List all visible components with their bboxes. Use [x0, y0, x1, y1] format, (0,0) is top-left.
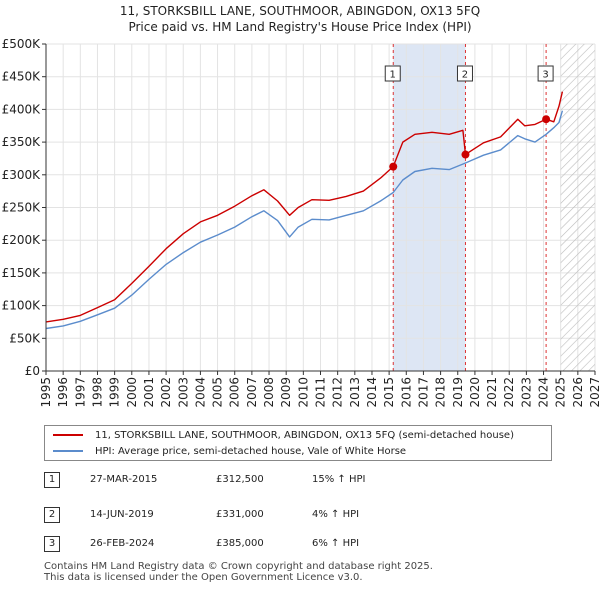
y-tick-label: £50K	[9, 331, 41, 345]
x-tick-label: 2009	[279, 377, 293, 408]
sale-price: £312,500	[216, 474, 264, 485]
footer-line-1: Contains HM Land Registry data © Crown c…	[44, 561, 433, 572]
forecast-hatch	[560, 44, 595, 371]
x-tick-label: 1997	[73, 377, 87, 408]
x-tick-label: 2026	[571, 377, 585, 408]
sale-price: £331,000	[216, 509, 264, 520]
sale-point	[542, 115, 551, 124]
x-tick-label: 2012	[331, 377, 345, 408]
sale-number-badge: 3	[44, 536, 60, 552]
sale-hpi-change: 4% ↑ HPI	[312, 509, 360, 520]
sale-marker-box	[384, 65, 401, 82]
y-tick-label: £250K	[2, 201, 42, 215]
property-price-line	[45, 91, 564, 323]
x-tick-label: 2018	[434, 377, 448, 408]
legend-swatch-hpi	[53, 450, 83, 452]
legend-item-property: 11, STORKSBILL LANE, SOUTHMOOR, ABINGDON…	[53, 428, 514, 444]
footer-attribution: Contains HM Land Registry data © Crown c…	[44, 561, 433, 583]
sale-price: £385,000	[216, 538, 264, 549]
y-tick-label: £150K	[2, 266, 42, 280]
x-tick-label: 2017	[416, 377, 430, 408]
sale-marker-box	[537, 65, 554, 82]
x-tick-label: 2027	[588, 377, 600, 408]
x-tick-label: 2024	[537, 377, 551, 408]
footer-line-2: This data is licensed under the Open Gov…	[44, 572, 363, 583]
y-tick-label: £200K	[2, 233, 42, 247]
x-tick-label: 1998	[90, 377, 104, 408]
chart-title-line-1: 11, STORKSBILL LANE, SOUTHMOOR, ABINGDON…	[119, 4, 481, 18]
sale-marker-box	[456, 65, 473, 82]
x-tick-label: 2010	[296, 377, 310, 408]
x-tick-label: 2000	[125, 377, 139, 408]
x-tick-label: 2006	[228, 377, 242, 408]
x-tick-label: 2008	[262, 377, 276, 408]
x-tick-label: 2025	[554, 377, 568, 408]
hpi-line	[45, 110, 564, 330]
y-tick-label: £500K	[2, 37, 42, 51]
sale-point	[461, 150, 470, 159]
x-tick-label: 2014	[365, 377, 379, 408]
x-tick-label: 2016	[399, 377, 413, 408]
sale-date: 14-JUN-2019	[90, 509, 154, 520]
sale-number-badge: 2	[44, 507, 60, 523]
x-tick-label: 2004	[193, 377, 207, 408]
sale-marker-label: 2	[462, 70, 468, 81]
chart-legend: 11, STORKSBILL LANE, SOUTHMOOR, ABINGDON…	[44, 425, 552, 461]
x-tick-label: 2023	[519, 377, 533, 408]
x-tick-label: 2007	[245, 377, 259, 408]
x-tick-label: 2021	[485, 377, 499, 408]
table-row: 2 14-JUN-2019 £331,000 4% ↑ HPI	[44, 507, 564, 529]
price-chart: 1 2 3 £0 £50K £100K £150K £200K £250K £300K £350K…	[2, 37, 600, 408]
y-tick-label: £400K	[2, 102, 42, 116]
sale-point	[389, 162, 398, 171]
sale-marker-label: 3	[542, 70, 548, 81]
chart-title-line-2: Price paid vs. HM Land Registry's House …	[128, 20, 472, 34]
y-tick-label: £0	[25, 364, 40, 378]
x-tick-label: 2002	[159, 377, 173, 408]
y-tick-label: £450K	[2, 70, 42, 84]
sale-hpi-change: 6% ↑ HPI	[312, 538, 360, 549]
x-tick-label: 1999	[108, 377, 122, 408]
x-tick-label: 2013	[348, 377, 362, 408]
x-tick-label: 2019	[451, 377, 465, 408]
legend-label-property: 11, STORKSBILL LANE, SOUTHMOOR, ABINGDON…	[95, 430, 514, 441]
x-tick-label: 2001	[142, 377, 156, 408]
table-row: 1 27-MAR-2015 £312,500 15% ↑ HPI	[44, 472, 564, 494]
x-tick-label: 2003	[176, 377, 190, 408]
y-tick-label: £350K	[2, 135, 42, 149]
legend-label-hpi: HPI: Average price, semi-detached house,…	[95, 446, 407, 457]
y-tick-label: £300K	[2, 168, 42, 182]
sale-date: 27-MAR-2015	[90, 474, 158, 485]
table-row: 3 26-FEB-2024 £385,000 6% ↑ HPI	[44, 536, 564, 558]
sale-date: 26-FEB-2024	[90, 538, 155, 549]
y-tick-label: £100K	[2, 299, 42, 313]
x-tick-label: 1996	[56, 377, 70, 408]
sale-hpi-change: 15% ↑ HPI	[312, 474, 366, 485]
legend-item-hpi: HPI: Average price, semi-detached house,…	[53, 444, 406, 460]
x-tick-label: 2011	[314, 377, 328, 408]
x-tick-label: 2005	[211, 377, 225, 408]
x-tick-label: 1995	[39, 377, 53, 408]
x-tick-label: 2020	[468, 377, 482, 408]
sale-number-badge: 1	[44, 472, 60, 488]
legend-swatch-property	[53, 434, 83, 436]
sale-marker-label: 1	[390, 70, 396, 81]
x-tick-label: 2015	[382, 377, 396, 408]
x-tick-label: 2022	[502, 377, 516, 408]
chart-title: 11, STORKSBILL LANE, SOUTHMOOR, ABINGDON…	[0, 3, 600, 35]
